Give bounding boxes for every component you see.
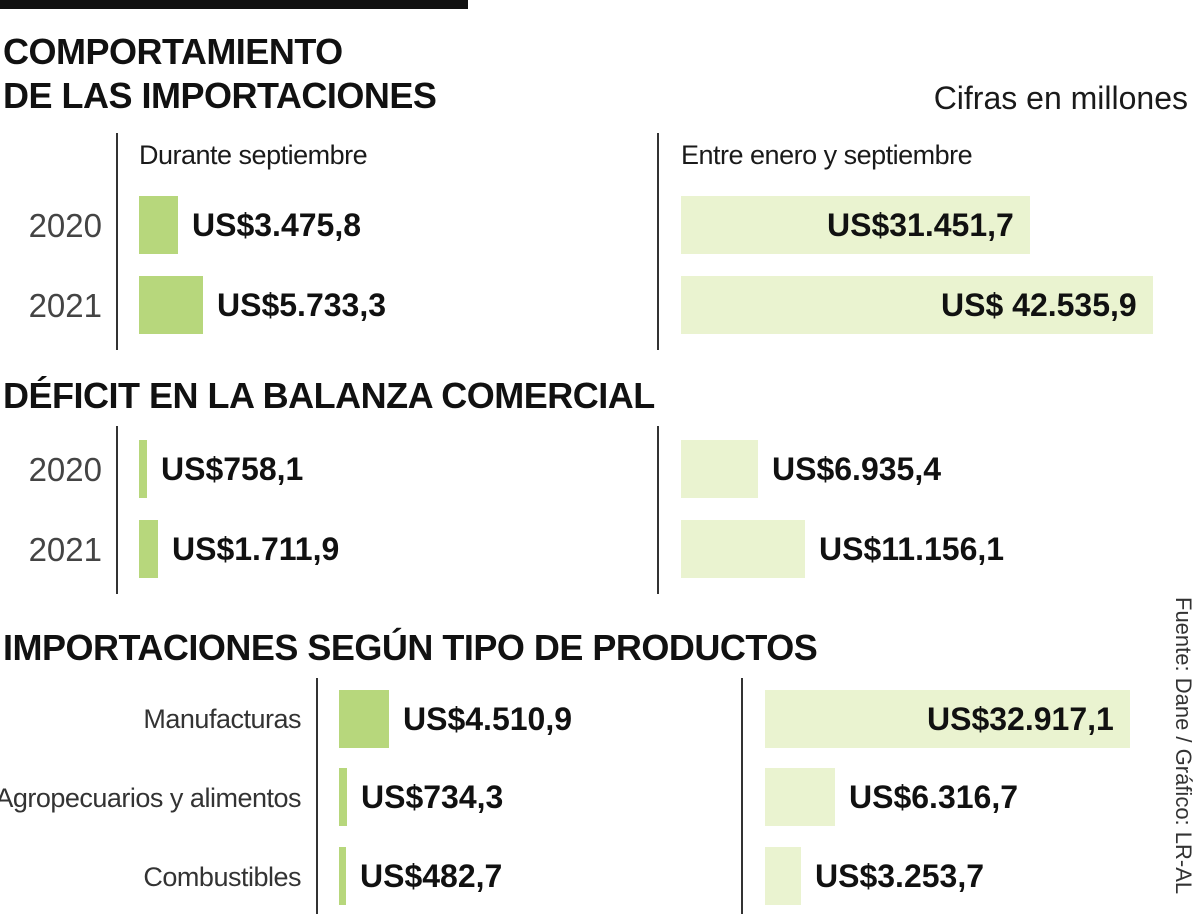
chart-title-line-1: COMPORTAMIENTO	[3, 31, 343, 72]
row-label: 2021	[28, 287, 102, 324]
source-credit: Fuente: Dane / Gráfico: LR-AL	[1171, 597, 1196, 895]
bar-deficit-september-2021	[139, 520, 158, 578]
column-header-september: Durante septiembre	[139, 140, 368, 170]
value-label-imports-september-2020: US$3.475,8	[192, 207, 362, 243]
value-label-products-september-agropecuarios: US$734,3	[361, 779, 504, 815]
value-label-products-jan-sep-manufacturas: US$32.917,1	[927, 701, 1114, 737]
axis-line-jan-sep	[657, 426, 659, 594]
value-label-deficit-september-2021: US$1.711,9	[172, 531, 340, 567]
bar-imports-september-2020	[139, 196, 178, 254]
bar-products-september-agropecuarios	[339, 768, 347, 826]
bar-imports-jan-sep-2020	[681, 196, 1030, 254]
axis-line-september	[116, 133, 118, 350]
bar-deficit-jan-sep-2020	[681, 440, 758, 498]
axis-line-september	[116, 426, 118, 594]
value-label-products-september-combustibles: US$482,7	[360, 858, 503, 894]
bar-imports-jan-sep-2021	[681, 276, 1153, 334]
value-label-deficit-jan-sep-2021: US$11.156,1	[819, 531, 1005, 567]
bar-products-jan-sep-agropecuarios	[765, 768, 835, 826]
value-label-imports-september-2021: US$5.733,3	[217, 287, 387, 323]
value-label-imports-jan-sep-2021: US$ 42.535,9	[941, 287, 1137, 323]
bar-imports-september-2021	[139, 276, 203, 334]
bar-deficit-september-2020	[139, 440, 147, 498]
value-label-products-jan-sep-agropecuarios: US$6.316,7	[849, 779, 1019, 815]
section-title-deficit: DÉFICIT EN LA BALANZA COMERCIAL	[3, 375, 655, 416]
row-label: 2020	[28, 451, 102, 488]
row-label: 2021	[28, 531, 102, 568]
value-label-products-jan-sep-combustibles: US$3.253,7	[815, 858, 985, 894]
value-label-deficit-jan-sep-2020: US$6.935,4	[772, 451, 942, 487]
value-label-imports-jan-sep-2020: US$31.451,7	[827, 207, 1014, 243]
units-note: Cifras en millones	[933, 80, 1188, 116]
value-label-products-september-manufacturas: US$4.510,9	[403, 701, 573, 737]
value-label-deficit-september-2020: US$758,1	[161, 451, 304, 487]
bar-products-september-manufacturas	[339, 690, 389, 748]
category-label: Combustibles	[143, 862, 301, 892]
top-rule	[0, 0, 468, 9]
chart-title-line-2: DE LAS IMPORTACIONES	[3, 75, 437, 116]
axis-line-jan-sep	[741, 678, 743, 914]
axis-line-jan-sep	[657, 133, 659, 350]
column-header-jan-sep: Entre enero y septiembre	[681, 140, 973, 170]
bar-products-september-combustibles	[339, 847, 346, 905]
category-label: Agropecuarios y alimentos	[0, 783, 301, 813]
category-label: Manufacturas	[143, 704, 301, 734]
bar-products-jan-sep-manufacturas	[765, 690, 1130, 748]
axis-line-september	[316, 678, 318, 914]
bar-products-jan-sep-combustibles	[765, 847, 801, 905]
row-label: 2020	[28, 207, 102, 244]
section-title-products: IMPORTACIONES SEGÚN TIPO DE PRODUCTOS	[3, 627, 818, 668]
bar-deficit-jan-sep-2021	[681, 520, 805, 578]
